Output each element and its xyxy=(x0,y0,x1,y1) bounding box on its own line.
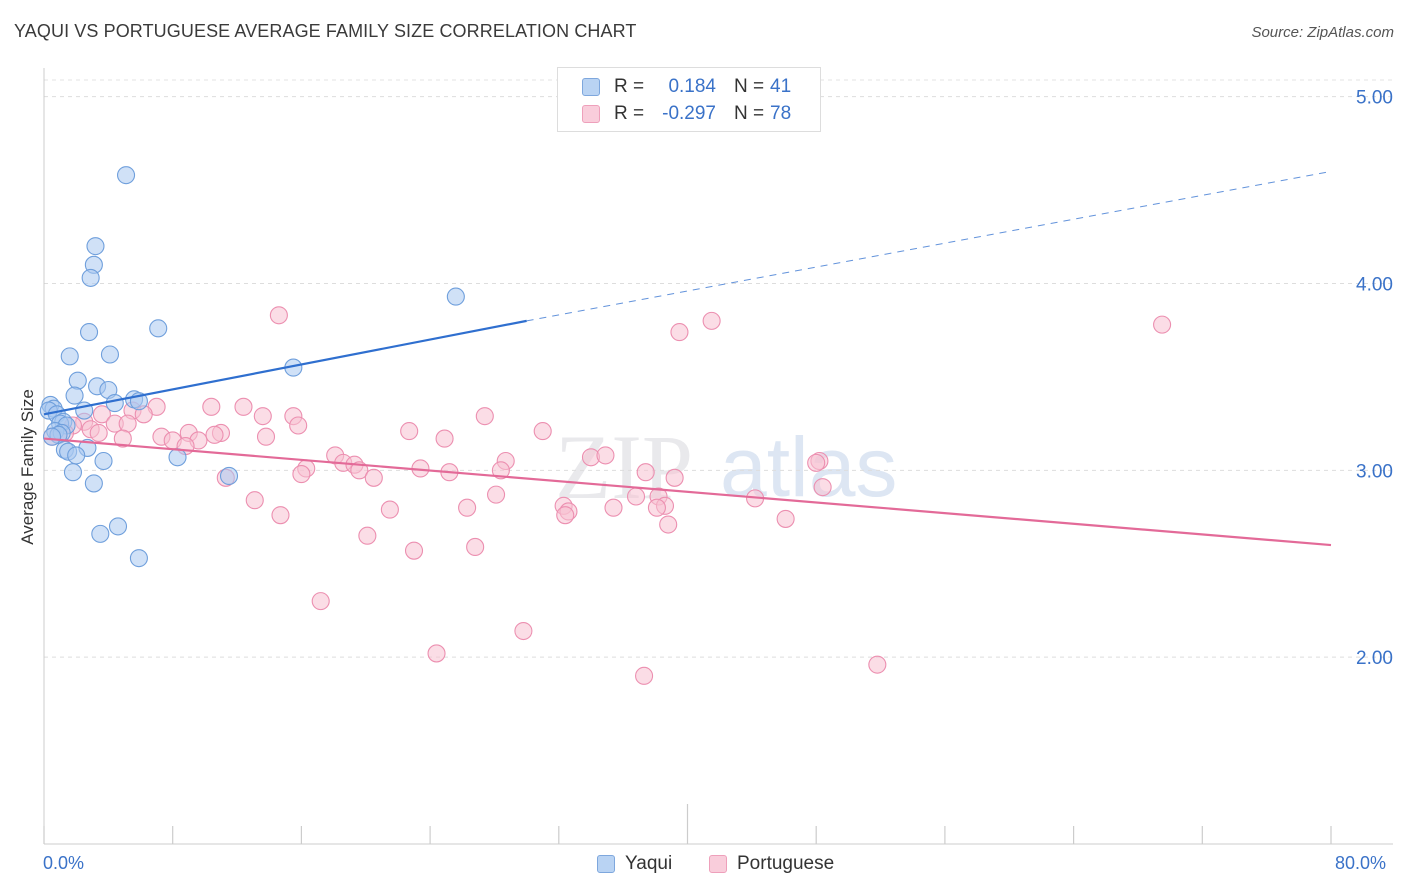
portuguese-swatch xyxy=(582,105,600,123)
r-value: -0.297 xyxy=(662,103,716,124)
yaqui-trend-extension xyxy=(526,170,1332,322)
portuguese-point xyxy=(292,465,311,484)
correlation-legend: R = 0.184 N = 41 R = -0.297 N = 78 xyxy=(557,67,821,132)
portuguese-point xyxy=(670,323,689,342)
portuguese-legend-swatch xyxy=(709,855,727,873)
y-tick-label: 2.00 xyxy=(1356,648,1393,669)
portuguese-point xyxy=(245,491,264,510)
bottom-legend-yaqui: Yaqui xyxy=(597,853,672,875)
source-label: Source: ZipAtlas.com xyxy=(1251,24,1394,41)
legend-row-yaqui: R = 0.184 N = 41 xyxy=(582,75,791,99)
portuguese-point xyxy=(118,414,137,433)
yaqui-point xyxy=(129,549,148,568)
portuguese-point xyxy=(533,422,552,441)
legend-row-portuguese: R = -0.297 N = 78 xyxy=(582,102,791,126)
yaqui-point xyxy=(65,386,84,405)
n-label: N = xyxy=(734,76,765,97)
y-tick-label: 5.00 xyxy=(1356,88,1393,109)
portuguese-point xyxy=(647,498,666,517)
portuguese-point xyxy=(868,655,887,674)
y-tick-label: 3.00 xyxy=(1356,461,1393,482)
portuguese-point xyxy=(604,498,623,517)
yaqui-point xyxy=(86,237,105,256)
portuguese-point xyxy=(380,500,399,519)
portuguese-point xyxy=(659,515,678,534)
portuguese-point xyxy=(435,429,454,448)
portuguese-point xyxy=(487,485,506,504)
yaqui-point xyxy=(79,323,99,342)
yaqui-point xyxy=(219,466,239,485)
yaqui-point xyxy=(68,371,87,390)
portuguese-point xyxy=(202,397,221,416)
portuguese-point xyxy=(311,592,330,611)
yaqui-point xyxy=(67,446,86,465)
portuguese-point xyxy=(636,463,655,482)
yaqui-legend-label: Yaqui xyxy=(625,853,673,874)
portuguese-point xyxy=(400,422,419,441)
portuguese-point xyxy=(253,407,272,426)
yaqui-point xyxy=(105,394,124,413)
yaqui-point xyxy=(116,166,136,185)
portuguese-point xyxy=(556,506,575,525)
portuguese-point xyxy=(289,416,308,435)
yaqui-legend-swatch xyxy=(597,855,615,873)
r-label: R = xyxy=(614,103,645,124)
portuguese-point xyxy=(113,429,132,448)
r-value: 0.184 xyxy=(668,76,716,97)
portuguese-point xyxy=(626,487,646,506)
portuguese-point xyxy=(205,425,224,444)
portuguese-point xyxy=(475,407,494,426)
portuguese-point xyxy=(364,468,383,487)
x-tick-label-min: 0.0% xyxy=(43,853,85,873)
portuguese-point xyxy=(358,526,377,545)
bottom-legend-portuguese: Portuguese xyxy=(709,853,834,875)
portuguese-point xyxy=(89,423,108,443)
yaqui-point xyxy=(446,287,465,306)
portuguese-point xyxy=(776,509,795,528)
n-value: 78 xyxy=(770,103,792,124)
yaqui-point xyxy=(94,451,113,471)
portuguese-trend-line xyxy=(43,437,1332,547)
n-label: N = xyxy=(734,103,765,124)
portuguese-point xyxy=(807,453,826,472)
yaqui-point xyxy=(168,448,187,467)
portuguese-point xyxy=(514,621,533,641)
portuguese-point xyxy=(256,427,276,446)
yaqui-point xyxy=(91,524,110,543)
yaqui-point xyxy=(81,268,100,287)
yaqui-swatch xyxy=(582,78,600,96)
yaqui-point xyxy=(60,347,79,366)
yaqui-trend-line xyxy=(43,319,527,416)
portuguese-point xyxy=(269,306,288,325)
portuguese-point xyxy=(271,506,290,525)
yaqui-point xyxy=(108,517,128,536)
chart-title: YAQUI VS PORTUGUESE AVERAGE FAMILY SIZE … xyxy=(14,21,637,41)
portuguese-point xyxy=(596,446,615,465)
yaqui-point xyxy=(100,345,120,364)
y-tick-label: 4.00 xyxy=(1356,275,1393,296)
r-label: R = xyxy=(614,76,645,97)
portuguese-point xyxy=(404,541,424,560)
portuguese-legend-label: Portuguese xyxy=(737,853,835,874)
portuguese-point xyxy=(702,311,721,330)
portuguese-point xyxy=(458,498,477,517)
yaqui-point xyxy=(84,474,103,493)
yaqui-point xyxy=(149,319,168,338)
portuguese-point xyxy=(234,397,253,416)
portuguese-point xyxy=(813,478,832,497)
portuguese-point xyxy=(1153,315,1172,334)
yaqui-point xyxy=(42,427,62,446)
portuguese-point xyxy=(635,666,654,685)
portuguese-point xyxy=(92,405,111,424)
portuguese-point xyxy=(491,461,510,480)
yaqui-point xyxy=(63,463,83,482)
x-tick-label-max: 80.0% xyxy=(1335,853,1387,873)
portuguese-point xyxy=(427,644,446,663)
portuguese-point xyxy=(466,537,485,556)
n-value: 41 xyxy=(770,76,792,97)
portuguese-point xyxy=(665,468,684,487)
